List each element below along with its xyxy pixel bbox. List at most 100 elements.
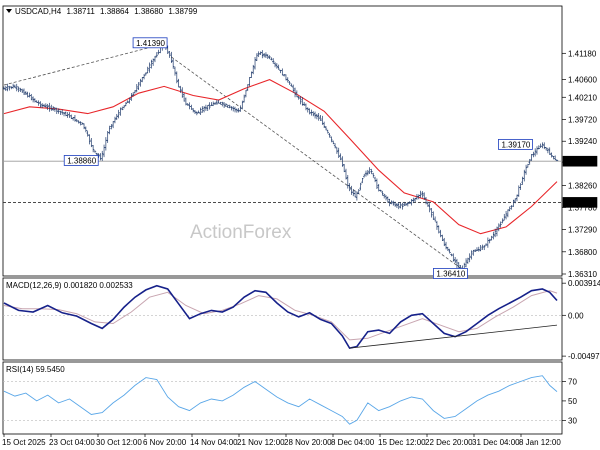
price-bar bbox=[317, 113, 320, 121]
price-bar bbox=[153, 55, 157, 63]
price-bar bbox=[250, 71, 253, 79]
price-bar bbox=[397, 202, 400, 210]
price-bar bbox=[142, 74, 146, 80]
price-bar bbox=[30, 93, 33, 101]
moving-average-line bbox=[3, 79, 558, 235]
price-bar bbox=[197, 110, 200, 114]
price-bar bbox=[219, 101, 222, 105]
price-bar bbox=[48, 102, 51, 112]
time-axis: 15 Oct 2025 23 Oct 04:00 30 Oct 12:00 6 Nov… bbox=[2, 434, 561, 447]
price-bar bbox=[177, 78, 180, 88]
price-bar bbox=[135, 84, 138, 93]
price-tick-label: 1.40600 bbox=[568, 76, 597, 85]
price-bar bbox=[379, 189, 382, 192]
price-bar bbox=[288, 81, 291, 85]
price-bar bbox=[395, 202, 399, 209]
price-bar bbox=[259, 51, 262, 56]
price-bar bbox=[435, 221, 439, 230]
price-bar bbox=[264, 52, 268, 58]
price-bar bbox=[548, 147, 551, 155]
high-annotation-box bbox=[132, 37, 168, 49]
price-bar bbox=[479, 245, 482, 252]
time-tick-label: 30 Oct 12:00 bbox=[96, 438, 142, 447]
rsi-title: RSI(14) 59.5450 bbox=[6, 365, 65, 374]
price-bar bbox=[541, 142, 544, 149]
price-bar bbox=[408, 201, 411, 204]
price-bar bbox=[237, 108, 240, 113]
price-bar bbox=[499, 221, 502, 228]
price-bar bbox=[404, 203, 408, 206]
price-bar bbox=[321, 115, 324, 125]
price-bar bbox=[412, 197, 415, 204]
price-bar bbox=[301, 96, 304, 106]
price-bar bbox=[261, 50, 264, 59]
price-tick-label: 1.39720 bbox=[568, 115, 597, 124]
swing-low-annotation-box bbox=[63, 155, 99, 166]
chart-title: USDCAD,H4 1.38711 1.38864 1.38680 1.3879… bbox=[15, 7, 198, 16]
price-bar bbox=[108, 125, 111, 135]
price-bar bbox=[262, 53, 266, 58]
price-bar bbox=[339, 153, 342, 161]
price-bar bbox=[81, 122, 84, 125]
price-tick-label: 1.40210 bbox=[568, 93, 597, 102]
price-bar bbox=[521, 176, 524, 185]
price-bar bbox=[344, 168, 348, 180]
price-bar bbox=[468, 253, 471, 263]
recent-high-annotation-box bbox=[498, 138, 533, 150]
price-tick-label: 1.37780 bbox=[568, 203, 597, 212]
price-bar bbox=[55, 107, 58, 115]
price-bar bbox=[315, 113, 319, 120]
price-bar bbox=[2, 86, 6, 90]
price-bar bbox=[173, 66, 177, 76]
header-dropdown-icon bbox=[6, 9, 12, 13]
price-bar bbox=[366, 169, 370, 176]
time-tick-label: 15 Oct 2025 bbox=[2, 438, 46, 447]
level-tag-label: 1.37890 bbox=[566, 198, 595, 207]
price-bar bbox=[477, 246, 480, 252]
rsi-lines: 70 50 30 bbox=[3, 375, 577, 425]
price-bar bbox=[110, 124, 113, 130]
price-bar bbox=[139, 78, 142, 87]
price-bar bbox=[4, 85, 8, 91]
price-bars bbox=[2, 43, 559, 272]
price-bar bbox=[42, 103, 46, 107]
price-bar bbox=[424, 197, 428, 205]
swing-low-annotation-label: 1.38860 bbox=[67, 156, 96, 165]
macd-signal-line bbox=[3, 290, 558, 341]
price-panel bbox=[2, 5, 563, 277]
price-bar bbox=[401, 202, 404, 210]
price-bar bbox=[293, 87, 297, 98]
price-bar bbox=[148, 62, 151, 73]
price-bar bbox=[201, 106, 204, 113]
price-bar bbox=[524, 164, 528, 175]
price-bar bbox=[553, 155, 557, 161]
price-bar bbox=[475, 247, 479, 251]
price-bar bbox=[306, 107, 309, 113]
price-bar bbox=[273, 62, 277, 68]
price-bar bbox=[115, 113, 118, 121]
price-bar bbox=[299, 96, 302, 105]
price-bar bbox=[550, 152, 553, 158]
price-bar bbox=[362, 174, 366, 178]
price-bar bbox=[24, 91, 28, 95]
price-bar bbox=[495, 226, 499, 237]
price-tick-label: 1.36800 bbox=[568, 248, 597, 257]
price-bar bbox=[324, 126, 328, 131]
price-bar bbox=[155, 52, 159, 58]
price-bar bbox=[228, 104, 231, 109]
price-bar bbox=[221, 101, 224, 107]
price-bar bbox=[168, 50, 171, 58]
price-bar bbox=[91, 145, 95, 153]
low-annotation-label: 1.36410 bbox=[436, 269, 465, 278]
price-bar bbox=[375, 178, 379, 190]
price-bar bbox=[266, 54, 269, 59]
price-bar bbox=[452, 253, 455, 262]
time-tick-label: 8 Jan 12:00 bbox=[519, 438, 561, 447]
price-bar bbox=[501, 218, 504, 224]
time-tick-label: 31 Dec 04:00 bbox=[472, 438, 520, 447]
price-bar bbox=[17, 86, 20, 93]
price-bar bbox=[235, 108, 239, 113]
macd-tick-label: 0.00 bbox=[568, 311, 584, 320]
close-value: 1.38799 bbox=[168, 7, 197, 16]
price-bar bbox=[226, 104, 229, 108]
